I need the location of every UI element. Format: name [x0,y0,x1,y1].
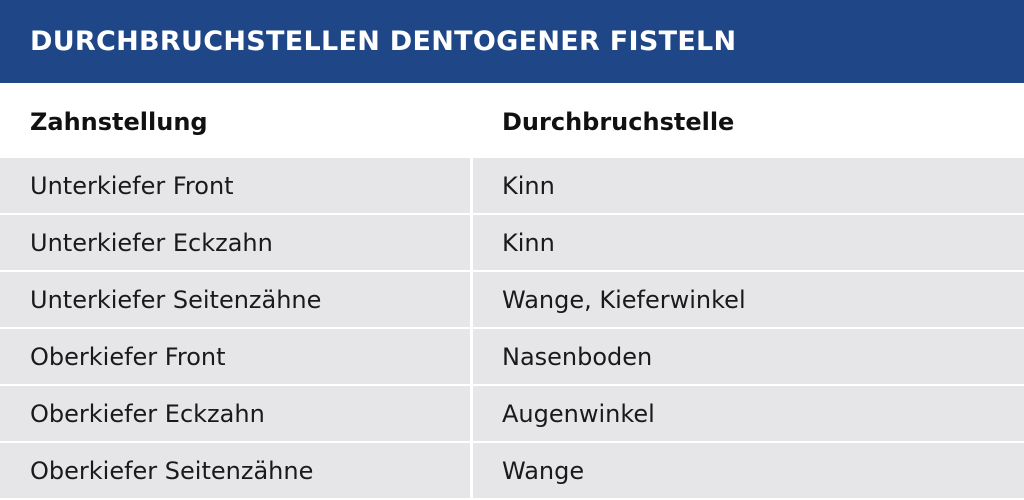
cell-zahnstellung: Unterkiefer Seitenzähne [0,272,473,327]
cell-zahnstellung: Unterkiefer Front [0,158,473,213]
cell-zahnstellung: Oberkiefer Seitenzähne [0,443,473,498]
cell-zahnstellung: Oberkiefer Eckzahn [0,386,473,441]
table-row: Oberkiefer Seitenzähne Wange [0,441,1024,498]
title-bar: DURCHBRUCHSTELLEN DENTOGENER FISTELN [0,0,1024,83]
table-header-row: Zahnstellung Durchbruchstelle [0,83,1024,156]
cell-zahnstellung: Unterkiefer Eckzahn [0,215,473,270]
cell-durchbruchstelle: Nasenboden [502,342,653,371]
table-row: Unterkiefer Front Kinn [0,156,1024,213]
fistula-table: Zahnstellung Durchbruchstelle Unterkiefe… [0,83,1024,498]
table-row: Oberkiefer Front Nasenboden [0,327,1024,384]
cell-durchbruchstelle: Kinn [502,171,555,200]
table-title: DURCHBRUCHSTELLEN DENTOGENER FISTELN [30,26,737,57]
cell-durchbruchstelle: Wange [502,456,585,485]
cell-durchbruchstelle: Kinn [502,228,555,257]
cell-durchbruchstelle: Augenwinkel [502,399,655,428]
table-row: Unterkiefer Eckzahn Kinn [0,213,1024,270]
table-row: Oberkiefer Eckzahn Augenwinkel [0,384,1024,441]
cell-durchbruchstelle: Wange, Kieferwinkel [502,285,746,314]
table-row: Unterkiefer Seitenzähne Wange, Kieferwin… [0,270,1024,327]
cell-zahnstellung: Oberkiefer Front [0,329,473,384]
header-zahnstellung: Zahnstellung [0,83,473,154]
header-durchbruchstelle: Durchbruchstelle [502,107,735,136]
